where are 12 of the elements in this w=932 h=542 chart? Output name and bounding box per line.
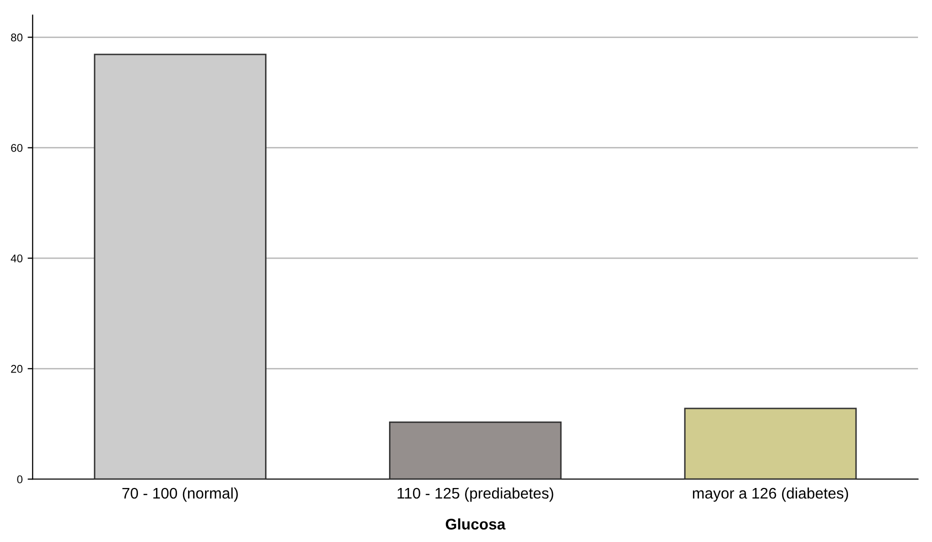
bar [684, 408, 857, 480]
y-tick-label: 0 [17, 475, 22, 484]
x-tick-label: 70 - 100 (normal) [122, 487, 238, 502]
y-tick-label: 20 [11, 364, 22, 373]
x-tick-label: mayor a 126 (diabetes) [692, 487, 848, 502]
x-axis-title: Glucosa [446, 518, 506, 530]
y-tick-label: 80 [11, 34, 22, 42]
x-tick-label: 110 - 125 (prediabetes) [398, 487, 554, 502]
y-tick-label: 40 [10, 254, 22, 262]
y-tick-label: 60 [11, 144, 22, 152]
bar [389, 422, 562, 480]
bar [94, 54, 266, 480]
